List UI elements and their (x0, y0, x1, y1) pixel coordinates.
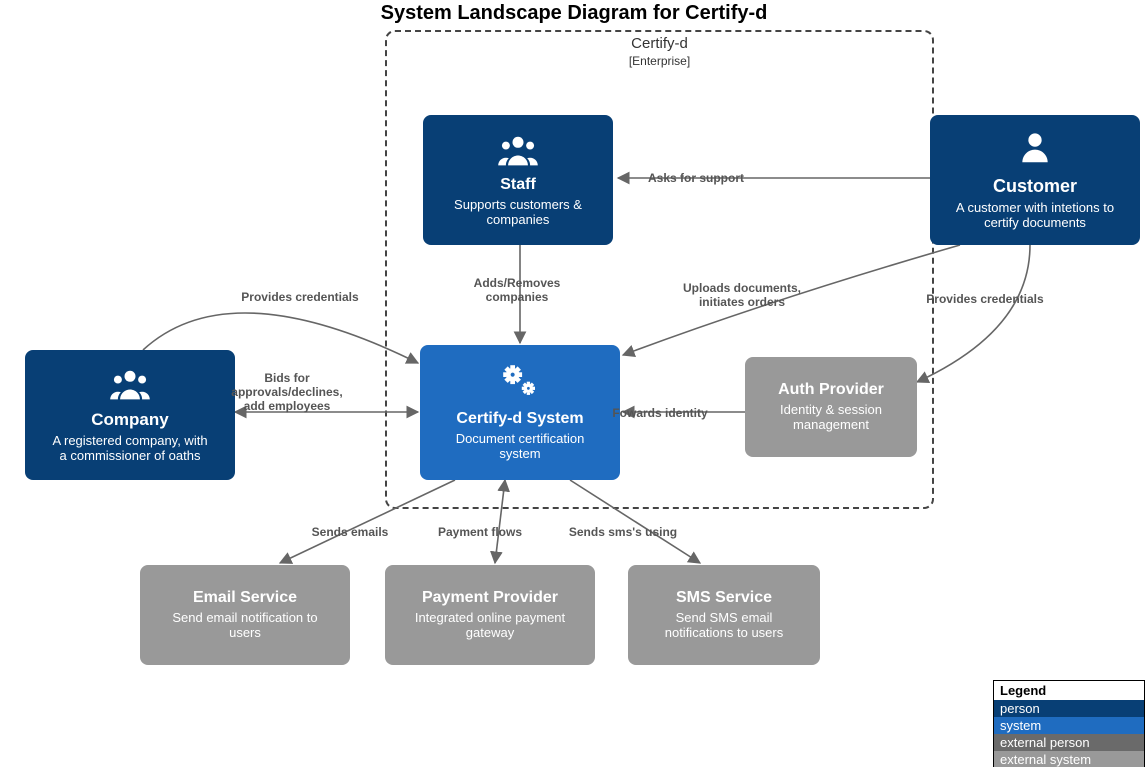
node-payment: Payment Provider Integrated online paymen… (385, 565, 595, 665)
node-name: SMS Service (676, 589, 772, 607)
legend-row: person (994, 700, 1144, 717)
edge-label-e2: Adds/Removes companies (474, 277, 561, 305)
node-desc: Integrated online paymentgateway (415, 611, 565, 641)
legend: Legend personsystemexternal personextern… (993, 680, 1145, 767)
node-sms: SMS Service Send SMS emailnotifications t… (628, 565, 820, 665)
node-desc: Send SMS emailnotifications to users (665, 611, 784, 641)
node-company: Company A registered company, witha commi… (25, 350, 235, 480)
edge-label-e1: Asks for support (648, 172, 744, 186)
legend-row: system (994, 717, 1144, 734)
node-desc: Supports customers &companies (454, 198, 582, 228)
boundary-name: Certify-d (631, 35, 688, 52)
boundary-subtype: [Enterprise] (629, 54, 690, 68)
edge-label-e8: Sends emails (312, 526, 389, 540)
node-email: Email Service Send email notification tou… (140, 565, 350, 665)
legend-row: external person (994, 734, 1144, 751)
legend-row: external system (994, 751, 1144, 767)
node-name: Auth Provider (778, 381, 884, 399)
node-desc: Send email notification tousers (172, 611, 317, 641)
legend-title: Legend (994, 681, 1144, 700)
node-staff: Staff Supports customers &companies (423, 115, 613, 245)
edge-label-e5: Provides credentials (241, 291, 358, 305)
node-desc: A registered company, witha commissioner… (52, 434, 207, 464)
gears-icon (499, 363, 541, 406)
node-name: Customer (993, 176, 1077, 197)
node-desc: Identity & sessionmanagement (780, 403, 882, 433)
node-name: Certify-d System (456, 410, 583, 428)
node-customer: Customer A customer with intetions tocert… (930, 115, 1140, 245)
group-icon (496, 133, 540, 172)
node-desc: A customer with intetions tocertify docu… (956, 201, 1114, 231)
node-name: Email Service (193, 589, 297, 607)
boundary-label: Certify-d [Enterprise] (387, 35, 932, 68)
edge-label-e3: Uploads documents, initiates orders (683, 282, 801, 310)
edge-label-e7: Fowards identity (612, 407, 707, 421)
node-certifyd: Certify-d System Document certificationsy… (420, 345, 620, 480)
edge-label-e4: Provides credentials (926, 293, 1043, 307)
diagram-title: System Landscape Diagram for Certify-d (0, 2, 1148, 25)
edge-label-e6: Bids for approvals/declines, add employe… (231, 372, 342, 413)
person-icon (1016, 129, 1054, 172)
group-icon (108, 367, 152, 406)
node-desc: Document certificationsystem (456, 432, 585, 462)
edge-label-e9: Payment flows (438, 526, 522, 540)
node-name: Company (91, 410, 168, 430)
node-name: Payment Provider (422, 589, 558, 607)
edge-label-e10: Sends sms's using (569, 526, 677, 540)
node-auth: Auth Provider Identity & sessionmanagemen… (745, 357, 917, 457)
node-name: Staff (500, 176, 536, 194)
